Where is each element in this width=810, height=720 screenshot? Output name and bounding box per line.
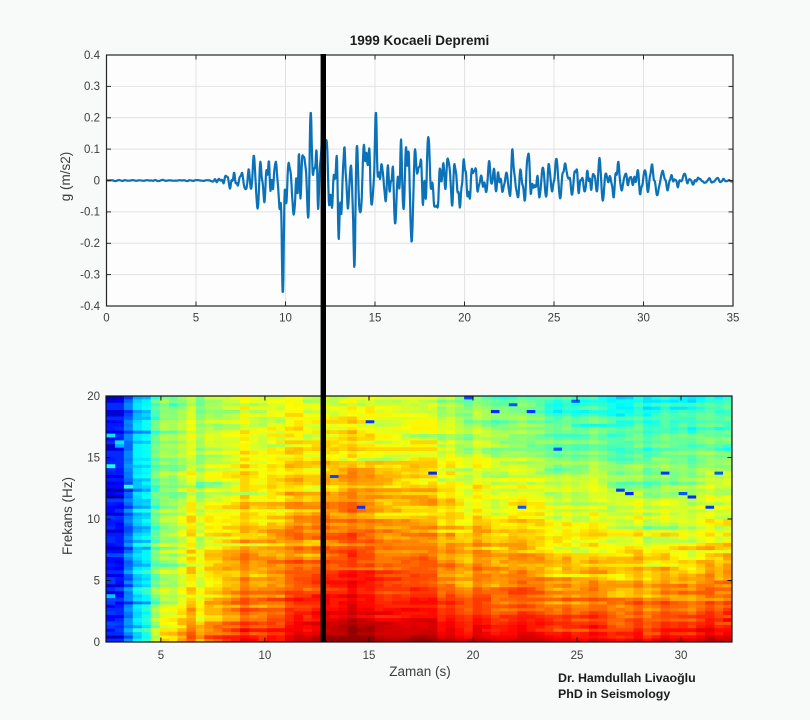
svg-text:10: 10 — [259, 650, 272, 662]
svg-text:5: 5 — [158, 650, 164, 662]
svg-text:20: 20 — [87, 391, 100, 403]
svg-text:0: 0 — [94, 637, 100, 649]
svg-text:20: 20 — [458, 313, 471, 325]
svg-text:15: 15 — [363, 650, 376, 662]
svg-text:5: 5 — [94, 575, 100, 587]
svg-text:-0.3: -0.3 — [80, 269, 100, 281]
svg-text:0.1: 0.1 — [84, 144, 100, 156]
svg-text:25: 25 — [571, 650, 584, 662]
svg-text:0: 0 — [103, 313, 109, 325]
svg-text:0.2: 0.2 — [84, 113, 100, 125]
svg-text:35: 35 — [727, 313, 740, 325]
svg-text:15: 15 — [369, 313, 382, 325]
svg-text:0.3: 0.3 — [84, 81, 100, 93]
svg-text:-0.4: -0.4 — [80, 301, 100, 313]
svg-text:10: 10 — [87, 514, 100, 526]
svg-text:1999 Kocaeli Depremi: 1999 Kocaeli Depremi — [350, 33, 490, 48]
svg-text:Zaman (s): Zaman (s) — [389, 664, 451, 679]
svg-text:30: 30 — [637, 313, 650, 325]
svg-text:30: 30 — [675, 650, 688, 662]
svg-text:0: 0 — [94, 175, 100, 187]
svg-text:20: 20 — [467, 650, 480, 662]
svg-text:5: 5 — [193, 313, 199, 325]
svg-text:PhD in Seismology: PhD in Seismology — [558, 687, 670, 701]
svg-text:g (m/s2): g (m/s2) — [58, 152, 73, 202]
svg-text:10: 10 — [279, 313, 292, 325]
svg-text:-0.2: -0.2 — [80, 238, 100, 250]
svg-text:-0.1: -0.1 — [80, 207, 100, 219]
svg-text:Frekans (Hz): Frekans (Hz) — [60, 477, 75, 555]
svg-text:Dr. Hamdullah Livaoğlu: Dr. Hamdullah Livaoğlu — [558, 671, 696, 685]
svg-text:15: 15 — [87, 452, 100, 464]
svg-text:25: 25 — [548, 313, 561, 325]
svg-text:0.4: 0.4 — [84, 50, 101, 62]
